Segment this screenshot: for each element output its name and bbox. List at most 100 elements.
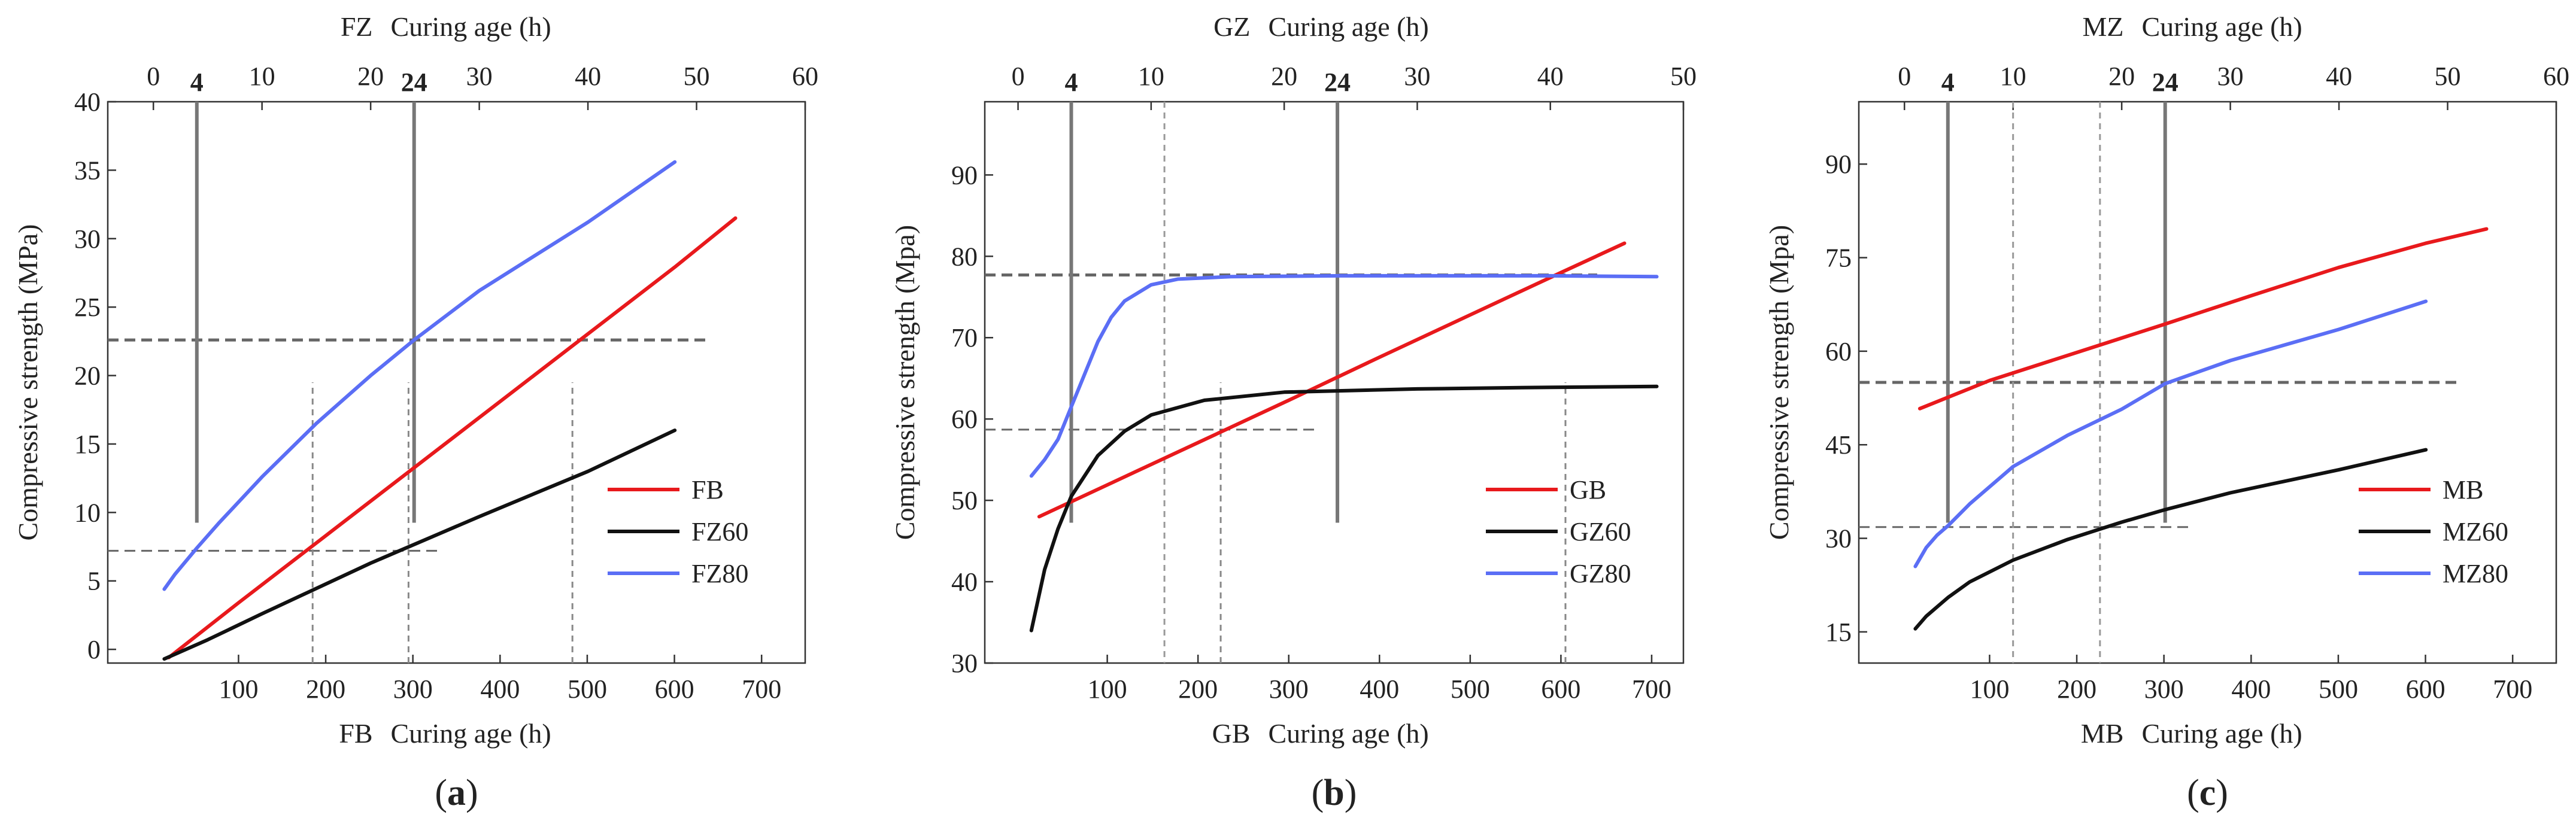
top-x-tick-label: 20 <box>2108 62 2135 91</box>
top-axis-prefix: FZ <box>341 11 373 42</box>
top-x-tick-label: 40 <box>575 62 601 91</box>
y-tick-label: 5 <box>87 567 101 596</box>
series-line-mz80 <box>1913 299 2428 569</box>
legend-label: MB <box>2443 475 2483 504</box>
legend-label: GZ80 <box>1570 559 1631 588</box>
top-marker-label: 4 <box>1064 68 1078 97</box>
top-x-tick-label: 60 <box>792 62 818 91</box>
bottom-x-tick-label: 100 <box>1970 674 2009 704</box>
bottom-axis-title: Curing age (h) <box>2142 718 2302 749</box>
bottom-axis-title: Curing age (h) <box>391 718 551 749</box>
y-tick-label: 60 <box>951 405 978 434</box>
legend-label: GZ60 <box>1570 517 1631 546</box>
y-tick-label: 30 <box>951 649 978 678</box>
bottom-axis-title: Curing age (h) <box>1269 718 1429 749</box>
y-axis-title: Compressive strength (MPa) <box>13 224 43 541</box>
y-tick-label: 35 <box>74 156 101 185</box>
y-axis-title: Compressive strength (Mpa) <box>890 225 920 540</box>
bottom-x-tick-label: 300 <box>2144 674 2184 704</box>
top-axis-title: Curing age (h) <box>391 11 551 42</box>
series-line-mz60 <box>1913 448 2428 631</box>
y-tick-label: 90 <box>951 160 978 190</box>
bottom-x-tick-label: 500 <box>1451 674 1490 704</box>
legend-label: FB <box>691 475 724 504</box>
bottom-axis-prefix: GB <box>1212 718 1251 749</box>
y-tick-label: 80 <box>951 242 978 271</box>
series-line-gb <box>1037 241 1627 519</box>
top-x-tick-label: 10 <box>2000 62 2026 91</box>
y-tick-label: 25 <box>74 293 101 322</box>
y-tick-label: 70 <box>951 323 978 352</box>
top-x-tick-label: 60 <box>2543 62 2569 91</box>
y-tick-label: 40 <box>951 567 978 597</box>
series-line-mb <box>1917 227 2489 411</box>
plot-frame <box>107 101 806 664</box>
bottom-axis-prefix: MB <box>2081 718 2124 749</box>
bottom-axis-prefix: FB <box>339 718 372 749</box>
bottom-x-tick-label: 200 <box>1178 674 1218 704</box>
bottom-x-tick-label: 200 <box>2057 674 2096 704</box>
series-line-fz80 <box>162 160 677 591</box>
top-marker-label: 4 <box>190 68 204 97</box>
panel-caption: (c) <box>2187 773 2228 813</box>
bottom-x-tick-label: 500 <box>568 674 607 704</box>
top-x-tick-label: 30 <box>2217 62 2244 91</box>
top-axis-prefix: MZ <box>2083 11 2124 42</box>
y-tick-label: 10 <box>74 498 101 527</box>
legend-label: MZ80 <box>2443 559 2508 588</box>
bottom-x-tick-label: 200 <box>306 674 345 704</box>
bottom-x-tick-label: 600 <box>1541 674 1580 704</box>
top-marker-label: 4 <box>1941 68 1955 97</box>
y-tick-label: 0 <box>87 635 101 664</box>
top-x-tick-label: 20 <box>1271 62 1297 91</box>
top-x-tick-label: 0 <box>147 62 160 91</box>
y-tick-label: 40 <box>74 87 101 117</box>
y-axis-title: Compressive strength (Mpa) <box>1764 225 1794 540</box>
top-x-tick-label: 40 <box>1537 62 1564 91</box>
y-tick-label: 45 <box>1825 430 1852 460</box>
top-x-tick-label: 30 <box>466 62 493 91</box>
top-axis-title: Curing age (h) <box>2142 11 2302 42</box>
bottom-x-tick-label: 700 <box>2493 674 2532 704</box>
top-x-tick-label: 30 <box>1404 62 1430 91</box>
series-line-gz80 <box>1029 273 1659 478</box>
top-x-tick-label: 50 <box>2435 62 2461 91</box>
top-axis-title: Curing age (h) <box>1269 11 1429 42</box>
bottom-x-tick-label: 400 <box>1360 674 1399 704</box>
y-tick-label: 15 <box>1825 618 1852 647</box>
legend-label: FZ60 <box>691 517 748 546</box>
legend-label: GB <box>1570 475 1606 504</box>
bottom-x-tick-label: 500 <box>2319 674 2358 704</box>
bottom-x-tick-label: 400 <box>480 674 520 704</box>
panel-caption: (b) <box>1312 773 1357 813</box>
legend-label: FZ80 <box>691 559 748 588</box>
panel-caption-letter: b <box>1324 773 1344 813</box>
top-marker-label: 24 <box>1324 68 1351 97</box>
top-marker-label: 24 <box>401 68 427 97</box>
y-tick-label: 75 <box>1825 244 1852 273</box>
top-x-tick-label: 20 <box>357 62 384 91</box>
top-x-tick-label: 50 <box>1670 62 1697 91</box>
bottom-x-tick-label: 400 <box>2231 674 2271 704</box>
top-x-tick-label: 0 <box>1898 62 1911 91</box>
chart-panel-c: 15 30 45 60 75 90 Compressive strength (Mpa) 10… <box>1764 11 2569 813</box>
y-tick-label: 30 <box>74 224 101 254</box>
bottom-x-tick-label: 100 <box>219 674 258 704</box>
top-x-tick-label: 0 <box>1012 62 1025 91</box>
top-marker-label: 24 <box>2152 68 2178 97</box>
series-line-fz60 <box>162 428 677 661</box>
top-x-tick-label: 50 <box>684 62 710 91</box>
bottom-x-tick-label: 600 <box>2406 674 2445 704</box>
y-tick-label: 50 <box>951 486 978 515</box>
bottom-x-tick-label: 700 <box>1632 674 1671 704</box>
y-tick-label: 30 <box>1825 524 1852 554</box>
bottom-x-tick-label: 100 <box>1088 674 1127 704</box>
bottom-x-tick-label: 300 <box>393 674 433 704</box>
bottom-x-tick-label: 700 <box>742 674 781 704</box>
top-x-tick-label: 10 <box>249 62 275 91</box>
top-x-tick-label: 10 <box>1138 62 1164 91</box>
y-tick-label: 15 <box>74 430 101 459</box>
